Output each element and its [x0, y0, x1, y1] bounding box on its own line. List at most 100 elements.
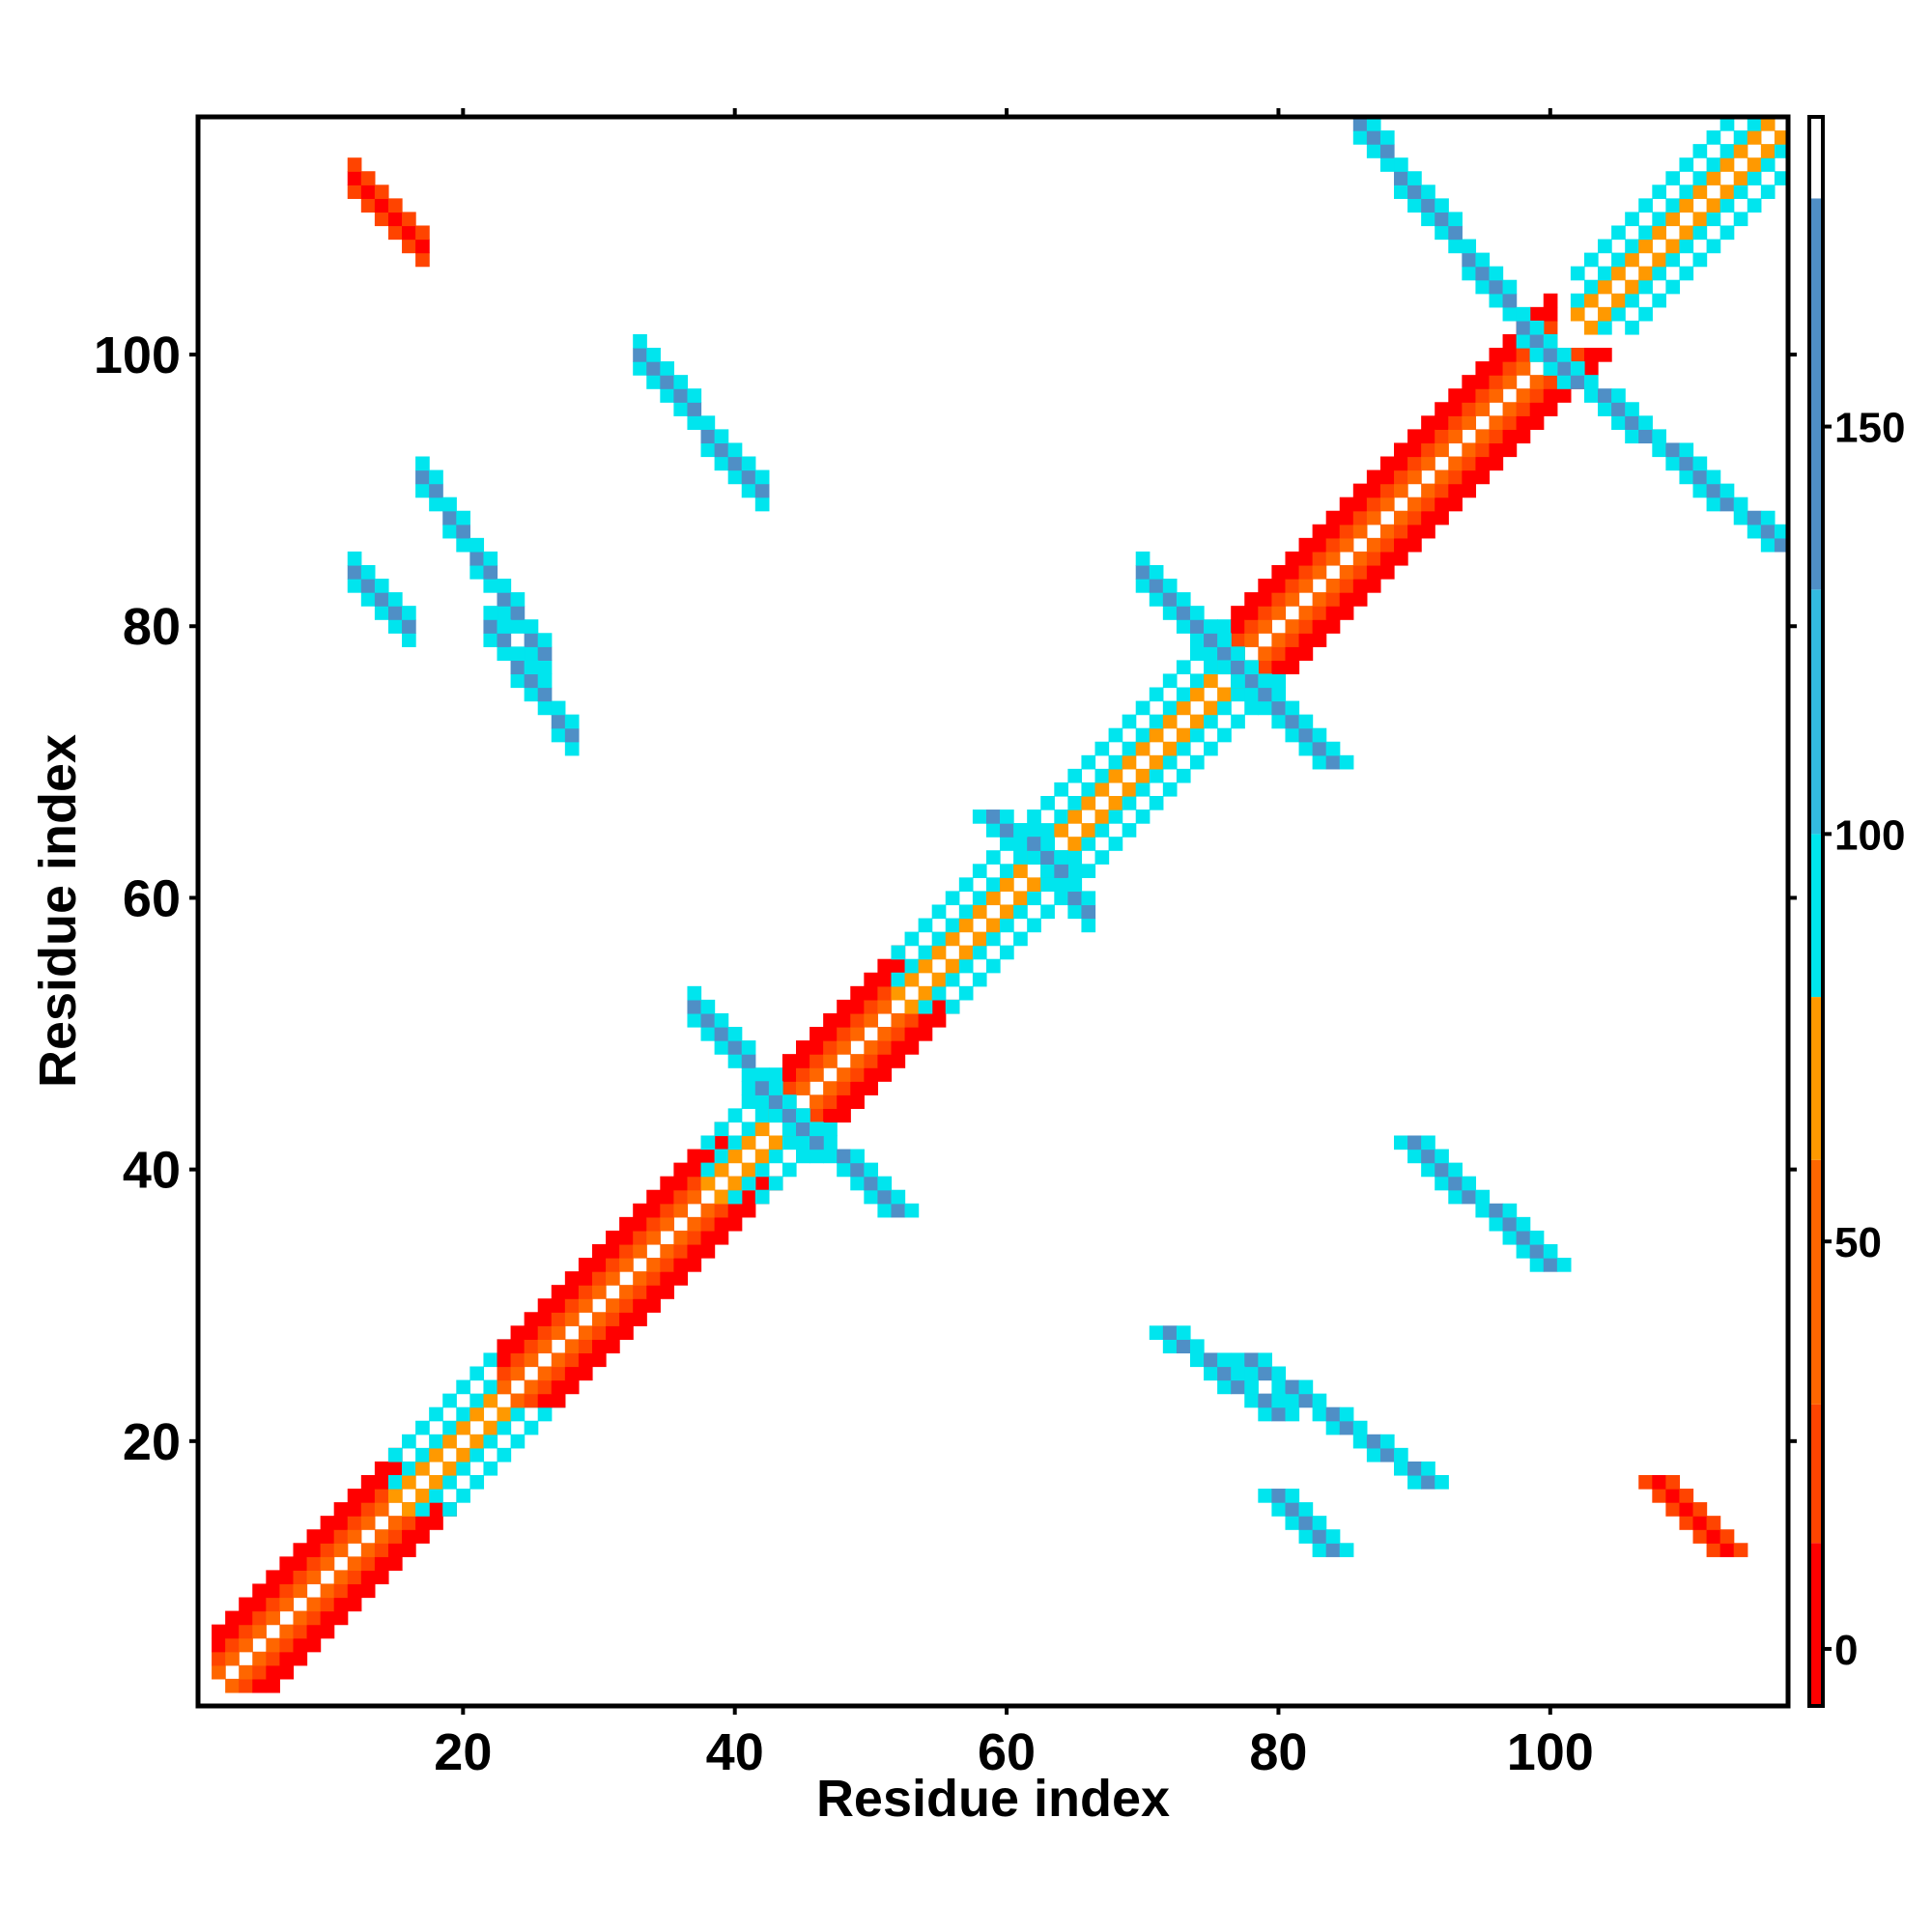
heatmap-cell	[1176, 592, 1191, 607]
heatmap-cell	[1204, 741, 1218, 756]
heatmap-cell	[1285, 564, 1300, 580]
heatmap-cell	[1204, 673, 1218, 689]
heatmap-cell	[1462, 402, 1477, 416]
heatmap-cell	[1760, 537, 1776, 553]
heatmap-cell	[1108, 795, 1123, 810]
heatmap-cell	[1149, 768, 1164, 783]
heatmap-cell	[741, 1081, 756, 1095]
heatmap-cell	[1204, 714, 1218, 729]
heatmap-cell	[1502, 361, 1518, 376]
heatmap-cell	[1067, 891, 1083, 906]
heatmap-cell	[1665, 456, 1681, 471]
heatmap-cell	[850, 1094, 865, 1109]
heatmap-cell	[1135, 551, 1151, 566]
heatmap-cell	[1081, 918, 1096, 933]
heatmap-cell	[266, 1583, 281, 1599]
heatmap-cell	[1298, 633, 1314, 647]
heatmap-cell	[1489, 348, 1504, 362]
heatmap-cell	[1407, 1461, 1422, 1476]
heatmap-cell	[1692, 1516, 1708, 1530]
heatmap-cell	[1067, 810, 1083, 824]
heatmap-cell	[551, 714, 566, 729]
heatmap-cell	[1733, 510, 1748, 526]
heatmap-cell	[1679, 266, 1694, 281]
heatmap-cell	[633, 1230, 647, 1245]
heatmap-cell	[700, 1230, 716, 1245]
heatmap-cell	[1258, 700, 1272, 716]
heatmap-cell	[1067, 864, 1083, 878]
heatmap-cell	[1529, 388, 1545, 403]
heatmap-cell	[1706, 212, 1721, 227]
heatmap-cell	[1394, 171, 1408, 185]
heatmap-cell	[1149, 795, 1164, 810]
heatmap-cell	[1040, 837, 1055, 851]
heatmap-cell	[1502, 333, 1518, 349]
x-axis-ticks: 20 40 60 80 100	[434, 108, 1594, 1781]
heatmap-cell	[266, 1664, 281, 1680]
heatmap-cell	[1339, 1406, 1354, 1422]
heatmap-cell	[1298, 741, 1314, 756]
heatmap-cell	[633, 333, 647, 349]
heatmap-cell	[877, 1067, 893, 1082]
heatmap-cell	[1598, 388, 1612, 403]
heatmap-cell	[320, 1529, 335, 1544]
heatmap-cell	[469, 1434, 485, 1449]
heatmap-cell	[1462, 239, 1477, 254]
heatmap-cell	[551, 1379, 566, 1395]
heatmap-cell	[1462, 1176, 1477, 1191]
heatmap-cell	[1325, 1529, 1341, 1544]
heatmap-cell	[1543, 1258, 1558, 1272]
heatmap-cell	[1529, 1258, 1545, 1272]
heatmap-cell	[781, 1108, 797, 1123]
heatmap-cell	[1135, 700, 1151, 716]
heatmap-cell	[633, 1298, 647, 1313]
heatmap-cell	[551, 1285, 566, 1299]
heatmap-cell	[850, 985, 865, 1001]
y-axis-ticks: 20 40 60 80 100	[94, 327, 1797, 1471]
heatmap-cell	[1312, 564, 1327, 580]
heatmap-cell	[429, 1447, 443, 1463]
heatmap-cell	[1747, 157, 1762, 172]
heatmap-cell	[293, 1637, 308, 1653]
heatmap-cell	[660, 1189, 674, 1205]
heatmap-cell	[1407, 429, 1422, 444]
heatmap-cell	[537, 1366, 553, 1381]
heatmap-cell	[1189, 727, 1205, 743]
heatmap-cell	[1149, 754, 1164, 770]
heatmap-cell	[1529, 375, 1545, 389]
heatmap-cell	[727, 1216, 743, 1232]
heatmap-cell	[1394, 1461, 1408, 1476]
heatmap-cell	[1379, 564, 1395, 580]
heatmap-cell	[727, 469, 743, 485]
heatmap-cell	[1379, 483, 1395, 498]
heatmap-cell	[1706, 1516, 1721, 1530]
heatmap-cell	[1312, 727, 1327, 743]
heatmap-cell	[1366, 1447, 1381, 1463]
heatmap-cell	[360, 198, 376, 213]
heatmap-cell	[1325, 579, 1341, 593]
heatmap-cell	[1258, 619, 1272, 634]
heatmap-cell	[212, 1664, 226, 1680]
colorbar-tick-label: 150	[1834, 405, 1905, 452]
heatmap-cell	[293, 1624, 308, 1639]
heatmap-cell	[497, 633, 512, 647]
heatmap-cell	[469, 1406, 485, 1422]
heatmap-cell	[1067, 837, 1083, 851]
heatmap-cell	[497, 1379, 512, 1395]
heatmap-cell	[1339, 592, 1354, 607]
heatmap-cell	[225, 1678, 240, 1693]
heatmap-cell	[823, 1122, 838, 1137]
heatmap-cell	[1231, 633, 1245, 647]
heatmap-cell	[306, 1529, 322, 1544]
heatmap-cell	[1719, 497, 1735, 512]
heatmap-cell	[1706, 198, 1721, 213]
heatmap-cell	[1000, 877, 1014, 893]
heatmap-cell	[239, 1664, 253, 1680]
heatmap-cell	[1529, 402, 1545, 416]
heatmap-cell	[1162, 673, 1178, 689]
heatmap-cell	[1638, 279, 1653, 295]
heatmap-cell	[360, 1583, 376, 1599]
heatmap-cell	[1611, 415, 1626, 430]
heatmap-cell	[660, 388, 674, 403]
heatmap-cell	[1000, 810, 1014, 824]
